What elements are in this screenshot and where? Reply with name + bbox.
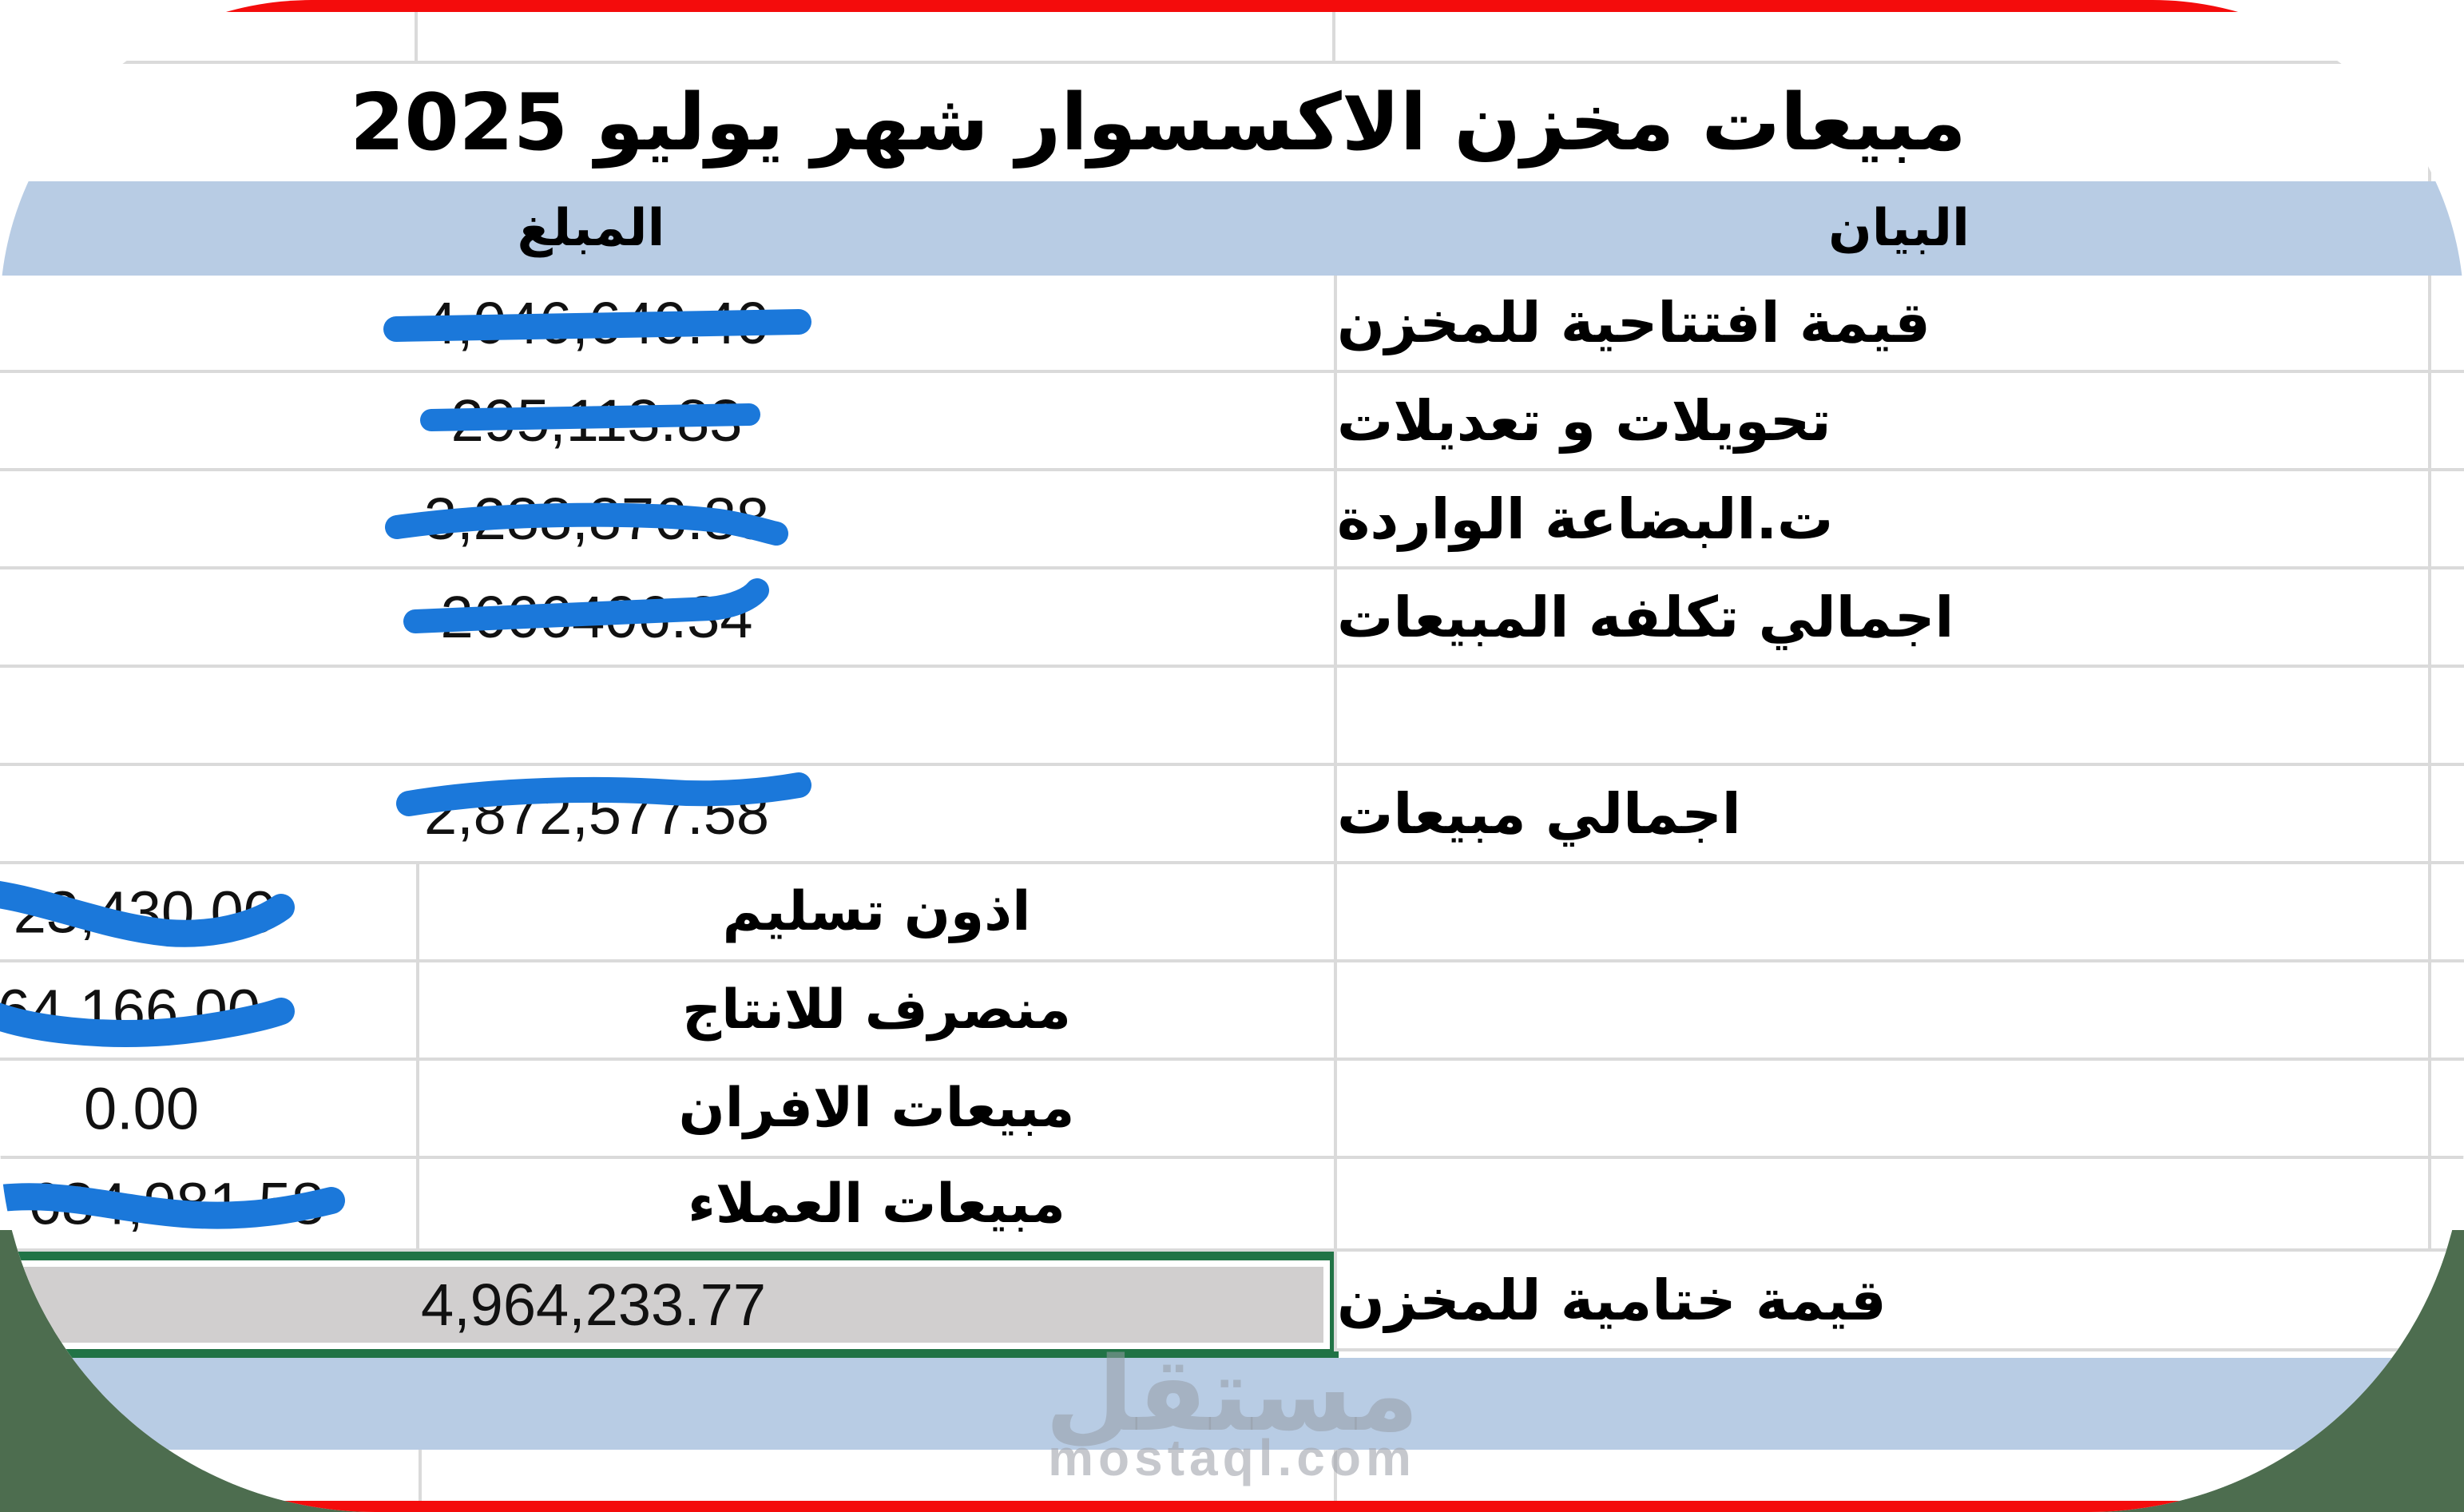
gridline-vertical: [1332, 12, 1335, 64]
amount-value: 0.00: [83, 1075, 199, 1141]
table-header-row: المبلغ البيان: [0, 181, 2464, 276]
statement-label: مبيعات العملاء: [688, 1172, 1065, 1236]
statement-label: قيمة افتتاحية للمخزن: [1337, 290, 1930, 355]
bottom-red-bar: [0, 1501, 2464, 1512]
amount-cell[interactable]: 23,430.00: [0, 864, 419, 959]
statement-cell[interactable]: [1334, 668, 2464, 763]
empty-cell[interactable]: [1334, 864, 2464, 959]
table-row: 3,288,876.88 ت.البضاعة الواردة: [0, 471, 2464, 569]
table-row-empty: [0, 668, 2464, 766]
gridline-vertical: [419, 1450, 422, 1501]
table-row: 23,430.00 اذون تسليم: [0, 864, 2464, 962]
amount-value: 2666406.34: [440, 584, 753, 650]
empty-cell[interactable]: [1334, 1061, 2464, 1156]
header-cell-amount[interactable]: المبلغ: [0, 181, 1334, 276]
statement-cell[interactable]: قيمة افتتاحية للمخزن: [1334, 276, 2464, 370]
amount-value: 23,430.00: [13, 879, 276, 945]
statement-label: تحويلات و تعديلات: [1337, 387, 1831, 454]
statement-label: ت.البضاعة الواردة: [1337, 486, 1834, 552]
amount-cell[interactable]: 64,166.00: [0, 962, 419, 1058]
statement-cell[interactable]: اجمالي تكلفه المبيعات: [1334, 569, 2464, 665]
footer-blue-strip: [0, 1358, 2464, 1450]
closing-value-fill: 4,964,233.77: [0, 1267, 1323, 1343]
empty-cell[interactable]: [1334, 962, 2464, 1058]
empty-cell[interactable]: [1334, 1159, 2464, 1248]
statement-cell[interactable]: اجمالي مبيعات: [1334, 766, 2464, 861]
statement-cell[interactable]: ت.البضاعة الواردة: [1334, 471, 2464, 566]
closing-statement-label: قيمة ختامية للمخزن: [1337, 1267, 1887, 1333]
header-cell-statement[interactable]: البيان: [1334, 181, 2464, 276]
statement-label: مبيعات الافران: [678, 1077, 1075, 1140]
amount-value: 4,046,649.40: [423, 289, 770, 356]
amount-cell[interactable]: 0.00: [0, 1061, 419, 1156]
amount-cell[interactable]: 295,113.83: [0, 373, 1334, 468]
statement-cell[interactable]: اذون تسليم: [419, 864, 1334, 959]
statement-cell[interactable]: منصرف للانتاج: [419, 962, 1334, 1058]
table-row: 64,166.00 منصرف للانتاج: [0, 962, 2464, 1061]
amount-cell[interactable]: 2,872,577.58: [0, 766, 1334, 861]
amount-value: 684,981.58: [28, 1170, 324, 1237]
gridline-vertical: [1334, 1450, 1337, 1501]
statement-label: اجمالي تكلفه المبيعات: [1337, 584, 1954, 650]
gridline-vertical: [415, 12, 418, 64]
table-row: 4,046,649.40 قيمة افتتاحية للمخزن: [0, 276, 2464, 373]
selected-cell-closing-value[interactable]: 4,964,233.77: [0, 1252, 1339, 1358]
header-statement-label: البيان: [1828, 199, 1970, 258]
closing-value: 4,964,233.77: [420, 1272, 767, 1338]
table-row: 684,981.58 مبيعات العملاء: [0, 1159, 2464, 1252]
table-row: 2666406.34 اجمالي تكلفه المبيعات: [0, 569, 2464, 668]
header-amount-label: المبلغ: [517, 199, 665, 258]
statement-cell[interactable]: تحويلات و تعديلات: [1334, 373, 2464, 468]
table-row: 0.00 مبيعات الافران: [0, 1061, 2464, 1159]
statement-label: اجمالي مبيعات: [1337, 780, 1741, 847]
sheet-title-cell[interactable]: مبيعات مخزن الاكسسوار شهر يوليو 2025: [0, 64, 2464, 181]
table-row: 295,113.83 تحويلات و تعديلات: [0, 373, 2464, 471]
amount-cell[interactable]: 2666406.34: [0, 569, 1334, 665]
footer-white-row: [0, 1450, 2464, 1501]
gridline-vertical-right: [2428, 12, 2431, 1358]
amount-cell[interactable]: 684,981.58: [0, 1159, 419, 1248]
amount-value: 64,166.00: [0, 977, 260, 1043]
gridline-horizontal: [0, 61, 2464, 64]
statement-label: اذون تسليم: [722, 880, 1031, 943]
amount-value: 2,872,577.58: [423, 780, 770, 847]
sheet-title: مبيعات مخزن الاكسسوار شهر يوليو 2025: [350, 77, 1966, 169]
table-row: 2,872,577.58 اجمالي مبيعات: [0, 766, 2464, 864]
top-red-bar: [0, 0, 2464, 12]
amount-cell[interactable]: 4,046,649.40: [0, 276, 1334, 370]
statement-cell[interactable]: مبيعات الافران: [419, 1061, 1334, 1156]
amount-cell[interactable]: 3,288,876.88: [0, 471, 1334, 566]
statement-cell[interactable]: مبيعات العملاء: [419, 1159, 1334, 1248]
amount-cell[interactable]: [0, 668, 1334, 763]
amount-value: 3,288,876.88: [423, 486, 770, 552]
closing-statement-cell[interactable]: قيمة ختامية للمخزن: [1334, 1252, 2464, 1351]
statement-label: منصرف للانتاج: [682, 978, 1071, 1042]
amount-value: 295,113.83: [450, 387, 743, 454]
